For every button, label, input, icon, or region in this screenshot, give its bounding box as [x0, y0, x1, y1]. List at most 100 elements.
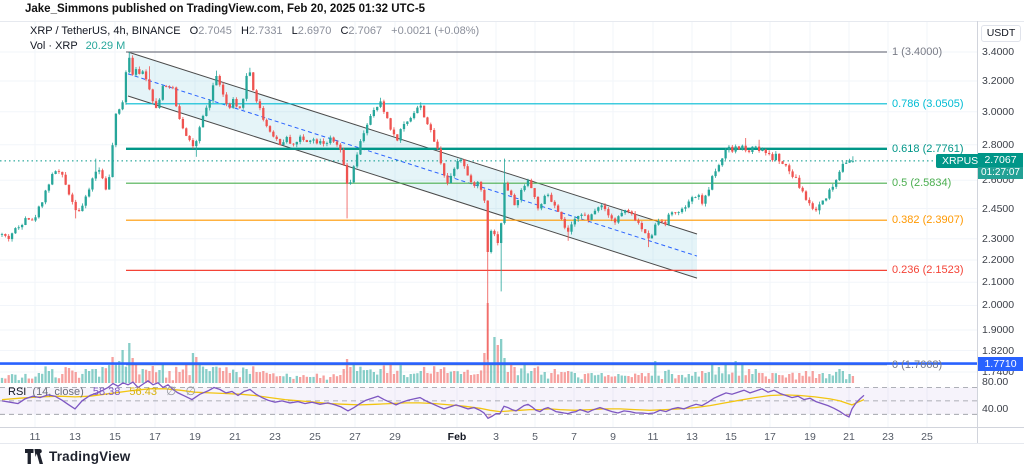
- candle-body: [406, 121, 409, 124]
- volume-bar: [761, 373, 764, 383]
- volume-bar: [754, 369, 757, 383]
- candle-body: [613, 218, 617, 223]
- candle-body: [436, 141, 439, 149]
- candle-body: [47, 184, 51, 191]
- candle-body: [677, 212, 680, 213]
- volume-bar: [798, 373, 801, 383]
- volume-bar: [238, 377, 241, 383]
- volume-bar: [278, 376, 282, 383]
- volume-bar: [67, 368, 71, 383]
- candle-body: [670, 212, 674, 215]
- candle-body: [7, 235, 10, 239]
- time-tick-label: 23: [882, 431, 894, 443]
- volume-bar: [556, 374, 560, 383]
- tradingview-logo-text: TradingView: [49, 449, 131, 464]
- volume-bar: [707, 372, 710, 383]
- volume-bar: [114, 364, 118, 383]
- volume-bar: [520, 368, 523, 383]
- candle-body: [151, 89, 154, 102]
- volume-bar: [232, 369, 235, 383]
- candle-body: [851, 160, 855, 162]
- volume-bar: [215, 366, 218, 383]
- last-price-badge[interactable]: 2.7067 01:27:07: [978, 152, 1023, 179]
- volume-bar: [161, 364, 164, 383]
- candle-body: [433, 130, 436, 142]
- candle-body: [818, 204, 821, 211]
- volume-bar: [771, 373, 774, 383]
- candle-body: [751, 146, 754, 152]
- volume-bar: [121, 350, 124, 383]
- volume-bar: [386, 373, 389, 383]
- candle-body: [399, 129, 402, 141]
- volume-label: Vol · XRP: [30, 40, 78, 52]
- candle-body: [516, 200, 520, 206]
- volume-bar: [845, 379, 848, 383]
- time-tick-label: 15: [725, 431, 737, 443]
- tradingview-logo[interactable]: TradingView: [25, 449, 130, 464]
- candle-body: [523, 185, 526, 191]
- candle-body: [332, 137, 335, 142]
- time-tick-label: 25: [309, 431, 321, 443]
- candle-body: [54, 171, 57, 174]
- volume-bar: [660, 379, 664, 383]
- volume-bar: [24, 373, 27, 383]
- channel-upper-line[interactable]: [127, 51, 698, 235]
- volume-bar: [583, 374, 587, 383]
- volume-bar: [623, 375, 627, 383]
- candle-body: [657, 221, 660, 225]
- candle-body: [731, 146, 734, 152]
- price-tick-label: 2.3000: [982, 232, 1015, 245]
- volume-legend-row[interactable]: Vol · XRP 20.29 M: [30, 40, 125, 52]
- volume-bar: [228, 373, 231, 383]
- volume-bar: [268, 374, 272, 383]
- channel-lower-line[interactable]: [127, 95, 698, 279]
- candle-body: [848, 160, 851, 163]
- volume-bar: [124, 366, 128, 383]
- volume-bar: [808, 376, 811, 383]
- rsi-empty-icon: ∅: [166, 384, 177, 398]
- candle-body: [74, 201, 77, 211]
- volume-bar: [84, 369, 87, 383]
- tradingview-logo-icon: [25, 449, 43, 464]
- volume-bar: [741, 365, 744, 383]
- candle-body: [500, 223, 503, 243]
- candle-body: [362, 133, 365, 142]
- alert-line-price-badge[interactable]: 1.7710: [978, 356, 1023, 371]
- volume-bar: [630, 377, 633, 383]
- symbol-legend-row[interactable]: XRP / TetherUS, 4h, BINANCE O2.7045 H2.7…: [30, 25, 479, 37]
- candle-body: [526, 180, 530, 186]
- candle-body: [208, 100, 211, 108]
- volume-bar: [285, 373, 288, 383]
- volume-bar: [4, 378, 7, 383]
- volume-bar: [466, 369, 469, 383]
- candle-body: [845, 162, 848, 164]
- volume-bar: [476, 374, 479, 383]
- candle-body: [821, 200, 824, 205]
- price-axis-currency-button[interactable]: USDT: [981, 25, 1021, 42]
- volume-bar: [94, 369, 97, 383]
- volume-bar: [44, 366, 47, 383]
- volume-bar: [701, 371, 704, 383]
- volume-bar: [664, 371, 667, 383]
- volume-bar: [811, 371, 814, 383]
- price-tick-label: 3.2000: [982, 74, 1015, 87]
- candle-body: [694, 197, 697, 198]
- symbol-title[interactable]: XRP / TetherUS, 4h, BINANCE: [30, 25, 181, 37]
- candle-body: [228, 103, 231, 108]
- candle-body: [540, 204, 543, 209]
- volume-bar: [359, 366, 362, 383]
- volume-bar: [325, 379, 329, 383]
- candle-body: [188, 135, 191, 141]
- rsi-ma-value: 56.43: [129, 386, 157, 398]
- volume-bar: [697, 376, 700, 383]
- candle-body: [550, 194, 553, 202]
- candle-body: [419, 105, 422, 108]
- volume-bar: [711, 365, 714, 383]
- volume-bar: [282, 376, 285, 383]
- volume-bar: [14, 374, 17, 383]
- price-tick-label: 1.8200: [982, 344, 1015, 357]
- rsi-legend-row[interactable]: RSI (14, close) 58.38 56.43 ∅ ∅: [8, 384, 196, 398]
- volume-bar: [791, 372, 794, 383]
- time-tick-label: 3: [493, 431, 499, 443]
